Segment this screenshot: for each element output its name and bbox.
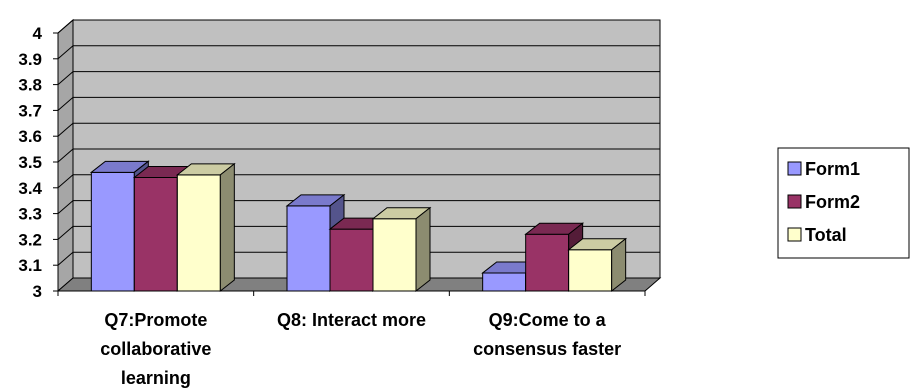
legend-label: Form2 [805,192,860,212]
bar-front [568,249,613,292]
bar-front [372,218,417,292]
bar [567,237,628,293]
gridline-side [57,122,74,137]
gridline-side [57,148,74,163]
y-tick-label: 3.3 [18,205,42,224]
y-tick-label: 3.9 [18,50,42,69]
category-label: collaborative [100,339,211,359]
bar-front [90,171,135,292]
category-label: learning [121,368,191,388]
axis-labels: 3 3.1 3.2 3.3 3.4 3.5 3.6 3.7 3.8 3.9 4 Q7:Promote c… [18,24,646,388]
category-label: consensus faster [473,339,621,359]
bar [371,206,432,293]
category-label: Q9:Come to a [489,310,607,330]
bar-front [329,228,374,292]
gridline-side [57,200,74,214]
y-tick-label: 3.4 [18,179,42,198]
bar-side [219,162,235,293]
y-tick-label: 3.2 [18,230,42,249]
bar-side [415,206,431,293]
legend-swatch [787,194,802,209]
y-tick-label: 4 [33,24,43,43]
gridline-side [57,45,74,60]
legend-label: Total [805,225,847,245]
gridline-side [57,174,74,189]
y-tick-label: 3.8 [18,76,42,95]
gridline-side [57,71,74,85]
gridline-side [57,251,74,266]
gridline-side [57,97,74,111]
bar-front [176,174,221,292]
category-label: Q8: Interact more [277,310,426,330]
y-tick-label: 3 [33,282,42,301]
legend-swatch [787,161,802,176]
bar [175,162,236,293]
legend-label: Form1 [805,159,860,179]
category-label: Q7:Promote [104,310,207,330]
y-tick-label: 3.1 [18,256,42,275]
bar-front [482,272,527,292]
gridline-side [57,19,74,34]
bars [89,160,628,293]
bar-front [133,176,178,292]
bar-front [286,205,331,292]
y-tick-label: 3.6 [18,127,42,146]
legend: Form1 Form2 Total [777,147,910,259]
bar-side [611,237,627,293]
bar-front [525,233,570,292]
gridline-side [57,226,74,240]
y-tick-label: 3.7 [18,101,42,120]
y-tick-label: 3.5 [18,153,42,172]
legend-swatch [787,227,802,242]
